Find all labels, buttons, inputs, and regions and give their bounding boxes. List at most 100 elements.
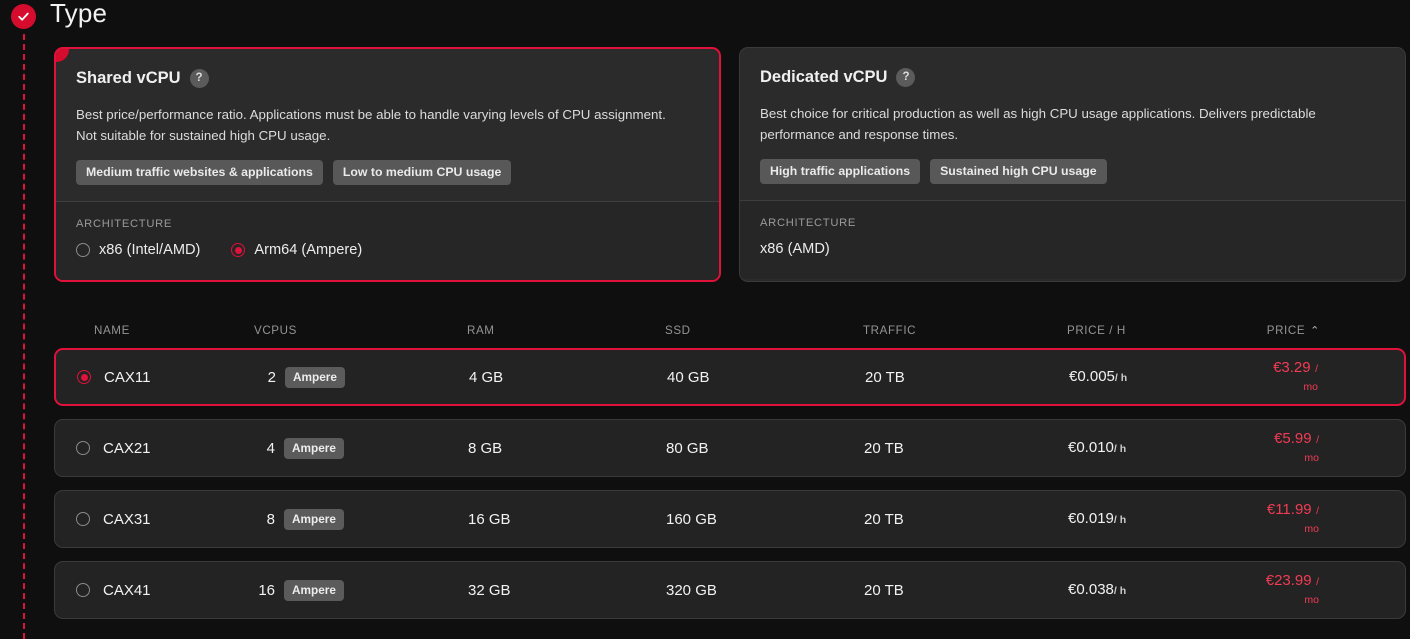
radio-selected-icon[interactable] [231,243,246,257]
column-header-price[interactable]: PRICE ⌃ [1261,324,1384,337]
card-description: Best choice for critical production as w… [760,106,1316,142]
card-description: Best price/performance ratio. Applicatio… [76,107,666,143]
row-vcpus: 2 [267,368,276,386]
architecture-option-label: Arm64 (Ampere) [254,242,363,258]
help-icon[interactable]: ? [189,69,209,88]
card-tag: Sustained high CPU usage [930,159,1107,184]
row-price: €23.99 [1265,572,1312,589]
row-cpu-chip: Ampere [285,366,345,388]
row-price-per-hour-cell: €0.010/ h [1068,439,1262,457]
help-icon[interactable]: ? [896,68,916,87]
row-price-unit: / mo [1304,434,1319,464]
table-row[interactable]: CAX31 8 Ampere 16 GB 160 GB 20 TB €0.019… [54,490,1406,548]
row-price-cell: €5.99 / mo [1262,430,1383,466]
row-price-unit: / mo [1304,505,1319,535]
row-price-per-hour: €0.005 [1069,368,1115,385]
column-header-name[interactable]: NAME [94,323,130,337]
architecture-option-x86[interactable]: x86 (Intel/AMD) [76,242,200,258]
architecture-option-arm64[interactable]: Arm64 (Ampere) [231,242,362,258]
radio-icon[interactable] [76,583,90,597]
card-tag: High traffic applications [760,159,921,184]
row-name-cell: CAX21 [55,440,255,457]
column-header-ssd[interactable]: SSD [665,323,691,337]
card-shared-vcpu[interactable]: Shared vCPU ? Best price/performance rat… [54,47,721,282]
cpu-type-cards: Shared vCPU ? Best price/performance rat… [54,47,1406,282]
row-price-per-hour: €0.010 [1068,439,1114,456]
step-complete-check-icon [11,4,36,29]
architecture-section: ARCHITECTURE x86 (AMD) [740,200,1405,279]
page-header: Type [0,0,1410,34]
row-price-cell: €3.29 / mo [1263,359,1382,395]
row-vcpus-cell: 16 Ampere [255,579,468,601]
row-price-per-hour-cell: €0.038/ h [1068,581,1262,599]
column-header-traffic[interactable]: TRAFFIC [863,323,917,337]
row-ram: 16 GB [468,510,511,528]
step-progress-rail [23,34,25,639]
column-header-vcpus[interactable]: VCPUS [254,323,297,337]
row-price: €3.29 [1273,359,1311,376]
row-price-per-hour-unit: / h [1113,585,1127,597]
card-title-row: Dedicated vCPU ? [760,68,1385,87]
architecture-label: ARCHITECTURE [76,218,173,230]
row-traffic: 20 TB [864,439,904,457]
card-tags: Medium traffic websites & applications L… [76,160,699,185]
row-price-cell: €23.99 / mo [1262,572,1383,608]
row-vcpus-cell: 8 Ampere [255,508,468,530]
row-price-cell: €11.99 / mo [1262,501,1383,537]
row-price-per-hour-unit: / h [1113,514,1127,526]
table-row[interactable]: CAX11 2 Ampere 4 GB 40 GB 20 TB €0.005/ … [54,348,1406,406]
radio-icon[interactable] [76,243,90,257]
radio-selected-icon[interactable] [77,370,91,384]
architecture-options: x86 (Intel/AMD) Arm64 (Ampere) [76,242,699,258]
row-ssd: 80 GB [666,439,709,457]
row-traffic: 20 TB [864,581,904,599]
row-price-per-hour: €0.019 [1068,510,1114,527]
card-body: Shared vCPU ? Best price/performance rat… [56,49,719,201]
row-vcpus: 16 [258,581,275,599]
architecture-option-label: x86 (Intel/AMD) [99,242,201,258]
table-row[interactable]: CAX41 16 Ampere 32 GB 320 GB 20 TB €0.03… [54,561,1406,619]
architecture-section: ARCHITECTURE x86 (Intel/AMD) Arm64 (Ampe… [56,201,719,280]
row-price-per-hour: €0.038 [1068,581,1114,598]
row-ram: 4 GB [469,368,504,386]
row-name-cell: CAX11 [56,369,256,386]
row-name: CAX31 [103,510,151,528]
radio-icon[interactable] [76,512,90,526]
row-cpu-chip: Ampere [284,579,344,601]
row-ram: 32 GB [468,581,511,599]
card-tag: Low to medium CPU usage [332,160,512,185]
row-price-unit: / mo [1303,363,1318,393]
table-row[interactable]: CAX21 4 Ampere 8 GB 80 GB 20 TB €0.010/ … [54,419,1406,477]
column-header-ram[interactable]: RAM [467,323,495,337]
column-header-price-per-hour[interactable]: PRICE / H [1067,323,1126,337]
row-ssd: 320 GB [666,581,717,599]
row-price-per-hour-cell: €0.019/ h [1068,510,1262,528]
card-title: Shared vCPU [76,69,181,87]
card-tag: Medium traffic websites & applications [76,160,323,185]
row-cpu-chip: Ampere [284,508,344,530]
row-name: CAX11 [104,368,151,386]
card-title: Dedicated vCPU [760,68,888,86]
row-cpu-chip: Ampere [284,437,344,459]
row-vcpus-cell: 4 Ampere [255,437,468,459]
row-name-cell: CAX31 [55,511,255,528]
row-traffic: 20 TB [864,510,904,528]
row-price: €5.99 [1274,430,1312,447]
row-name: CAX41 [103,581,151,599]
card-dedicated-vcpu[interactable]: Dedicated vCPU ? Best choice for critica… [739,47,1406,282]
row-ram: 8 GB [468,439,503,457]
card-body: Dedicated vCPU ? Best choice for critica… [740,48,1405,200]
row-price-per-hour-unit: / h [1114,372,1128,384]
row-price-unit: / mo [1304,576,1319,606]
architecture-static-value: x86 (AMD) [760,241,830,257]
page-title: Type [50,0,108,28]
row-price-per-hour-cell: €0.005/ h [1069,368,1263,386]
row-price: €11.99 [1266,501,1312,518]
row-traffic: 20 TB [865,368,905,386]
row-name-cell: CAX41 [55,582,255,599]
table-header-row: NAME VCPUS RAM SSD TRAFFIC PRICE / H PRI… [54,312,1406,348]
row-vcpus: 8 [266,510,275,528]
radio-icon[interactable] [76,441,90,455]
row-price-per-hour-unit: / h [1113,443,1127,455]
